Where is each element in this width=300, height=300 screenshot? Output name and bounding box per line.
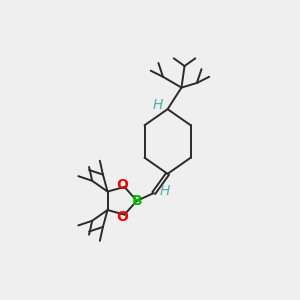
Text: B: B	[131, 194, 142, 208]
Text: H: H	[159, 184, 170, 198]
Text: O: O	[116, 178, 128, 192]
Text: H: H	[152, 98, 163, 112]
Text: O: O	[116, 210, 128, 224]
